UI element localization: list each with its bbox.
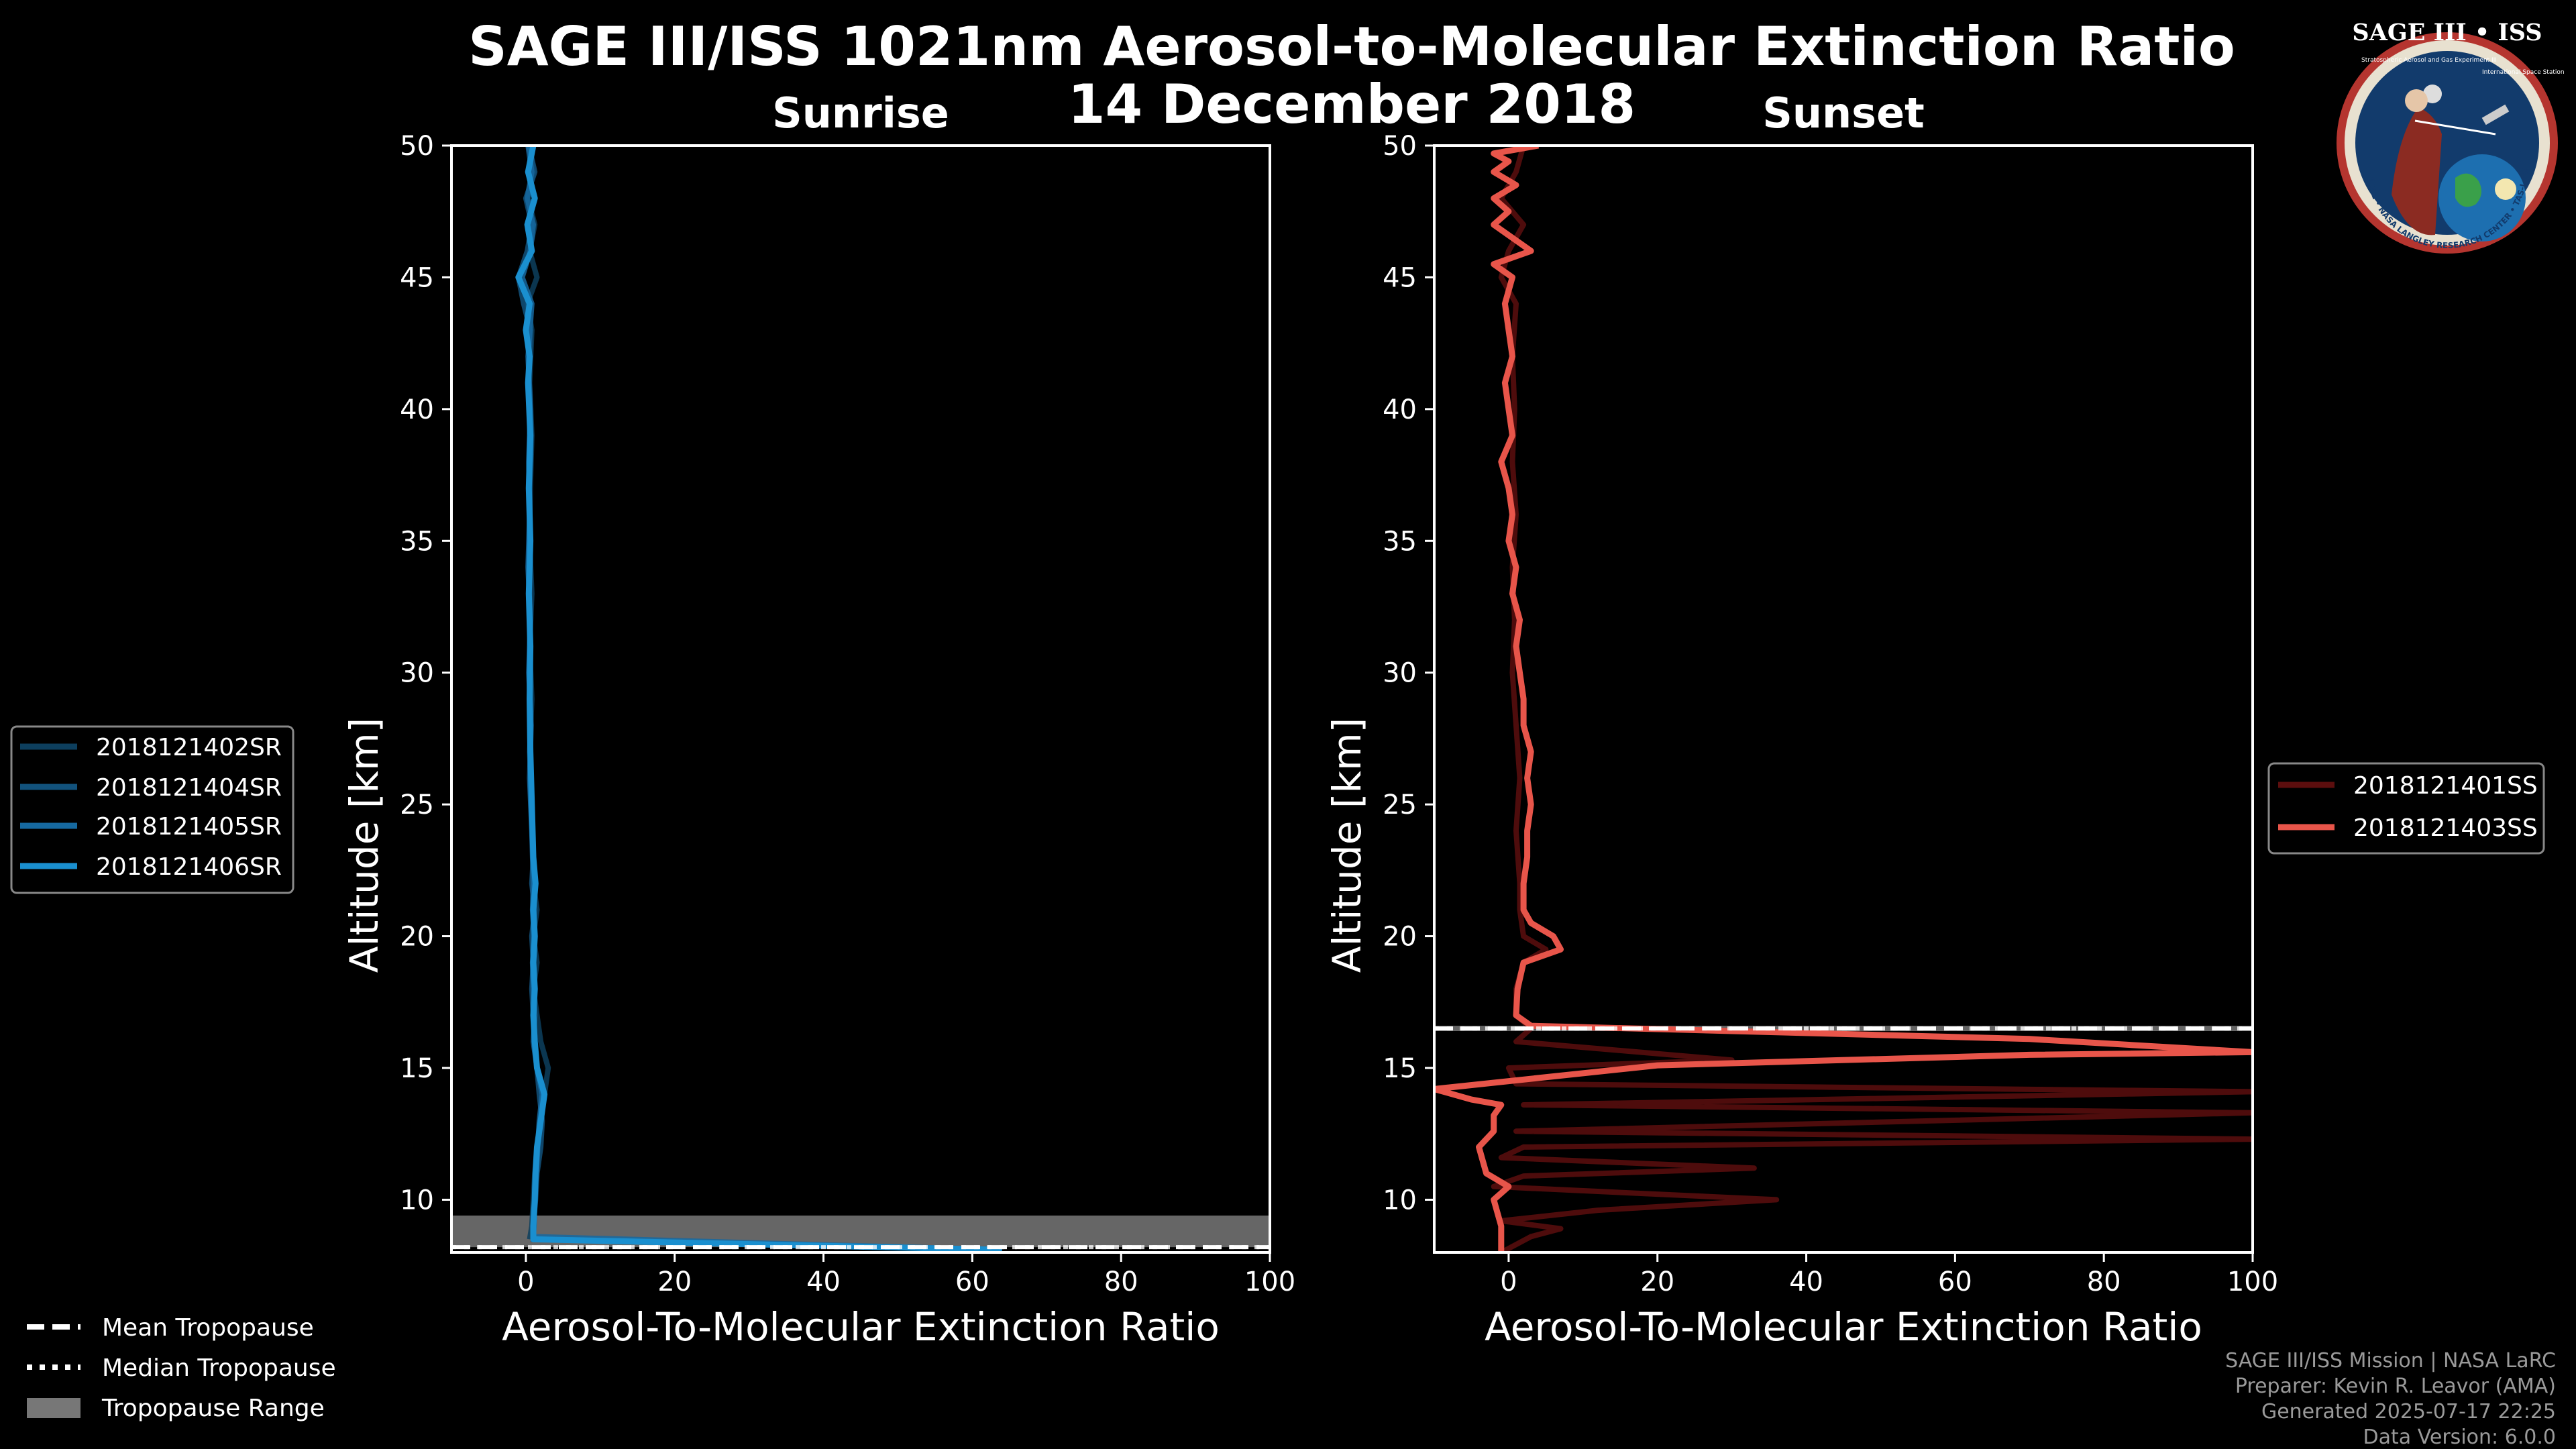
sunrise-x-tick-label: 20 [657, 1267, 692, 1297]
logo-figure-robe [2392, 107, 2442, 235]
sunrise-x-tick-label: 40 [806, 1267, 841, 1297]
sunrise-y-tick-label: 35 [400, 526, 434, 557]
footer-mission: SAGE III/ISS Mission | NASA LaRC [2225, 1349, 2556, 1373]
sunrise-x-tick-label: 80 [1104, 1267, 1138, 1297]
sunrise-legend: 2018121402SR 2018121404SR 2018121405SR 2… [10, 725, 294, 894]
mean-tropopause-label: Mean Tropopause [102, 1314, 314, 1342]
sunset-x-tick-label: 60 [1938, 1267, 1972, 1297]
series-line-2018121403SS [1434, 146, 2253, 1252]
sunset-x-axis-label: Aerosol-To-Molecular Extinction Ratio [1485, 1304, 2202, 1350]
sunrise-y-tick-label: 20 [400, 922, 434, 953]
sunrise-plot-area [451, 146, 1270, 1252]
sunrise-y-tick-label: 40 [400, 394, 434, 425]
sunrise-panel-title: Sunrise [772, 89, 949, 138]
logo-subtitle-iss: International Space Station [2482, 69, 2565, 76]
legend-label-2018121401SS: 2018121401SS [2353, 772, 2538, 800]
sunset-y-tick-label: 45 [1383, 262, 1417, 293]
sunset-legend-frame [2267, 762, 2545, 855]
footer-generated: Generated 2025-07-17 22:25 [2261, 1400, 2556, 1424]
logo-title: SAGE III • ISS [2352, 19, 2542, 46]
sunrise-x-axis-label: Aerosol-To-Molecular Extinction Ratio [502, 1304, 1220, 1350]
sunset-panel-title: Sunset [1762, 89, 1925, 138]
sunset-axes-frame [1433, 144, 2254, 1254]
sunrise-legend-frame [10, 725, 294, 894]
sunrise-x-tick-label: 0 [517, 1267, 534, 1297]
footer-data-version: Data Version: 6.0.0 [2363, 1426, 2556, 1449]
sunset-y-axis-label: Altitude [km] [1324, 718, 1370, 973]
sunrise-x-tick-label: 60 [955, 1267, 989, 1297]
logo-continent [2455, 173, 2481, 207]
legend-label-2018121405SR: 2018121405SR [96, 813, 282, 841]
sunset-legend: 2018121401SS 2018121403SS [2267, 762, 2545, 855]
sunset-y-tick-label: 10 [1383, 1185, 1417, 1216]
sunset-y-tick-label: 35 [1383, 526, 1417, 557]
tropopause-range-swatch [27, 1398, 80, 1418]
sunset-y-tick-label: 20 [1383, 922, 1417, 953]
sunset-y-tick-label: 30 [1383, 658, 1417, 689]
logo-beam [2414, 119, 2496, 136]
sunrise-axes-frame [450, 144, 1271, 1254]
sunset-x-tick-label: 100 [2227, 1267, 2278, 1297]
logo-earth [2438, 154, 2526, 241]
sunset-y-tick-label: 15 [1383, 1053, 1417, 1084]
sunset-y-tick-label: 50 [1383, 131, 1417, 162]
footer-credits: SAGE III/ISS Mission | NASA LaRC Prepare… [2225, 1349, 2556, 1449]
sunrise-y-tick-label: 50 [400, 131, 434, 162]
sunrise-panel: 0 20 40 60 80 100 10 15 20 25 30 35 40 45 50 Aerosol-To… [341, 131, 1295, 1350]
sunrise-x-tick-label: 100 [1244, 1267, 1295, 1297]
footer-preparer: Preparer: Kevin R. Leavor (AMA) [2235, 1375, 2556, 1398]
sunset-y-tick-label: 25 [1383, 790, 1417, 820]
logo-moon [2423, 85, 2442, 103]
sunset-y-tick-label: 40 [1383, 394, 1417, 425]
tropopause-legend: Mean Tropopause Median Tropopause Tropop… [27, 1314, 336, 1422]
sunset-x-tick-label: 20 [1640, 1267, 1674, 1297]
sunset-x-tick-label: 0 [1500, 1267, 1517, 1297]
figure-date: 14 December 2018 [1068, 73, 1635, 136]
sunrise-y-axis-label: Altitude [km] [341, 718, 387, 973]
logo-station [2481, 104, 2510, 125]
sunrise-y-tick-label: 30 [400, 658, 434, 689]
figure-title: SAGE III/ISS 1021nm Aerosol-to-Molecular… [468, 15, 2235, 78]
logo-subtitle: Stratospheric Aerosol and Gas Experiment… [2361, 57, 2497, 64]
series-line-2018121406SR [515, 146, 1002, 1252]
sunset-x-tick-label: 80 [2087, 1267, 2121, 1297]
legend-label-2018121402SR: 2018121402SR [96, 734, 282, 761]
legend-label-2018121403SS: 2018121403SS [2353, 814, 2538, 842]
median-tropopause-label: Median Tropopause [102, 1354, 336, 1382]
sunrise-y-tick-label: 10 [400, 1185, 434, 1216]
sunrise-y-tick-label: 25 [400, 790, 434, 820]
tropopause-range-label: Tropopause Range [101, 1395, 325, 1422]
legend-label-2018121406SR: 2018121406SR [96, 853, 282, 881]
sunset-x-tick-label: 40 [1789, 1267, 1823, 1297]
sunrise-y-tick-label: 45 [400, 262, 434, 293]
sunrise-y-tick-label: 15 [400, 1053, 434, 1084]
sunset-panel: 0 20 40 60 80 100 10 15 20 25 30 35 40 45 50 Aerosol-To… [1324, 131, 2278, 1350]
legend-label-2018121404SR: 2018121404SR [96, 774, 282, 802]
logo-figure-head [2405, 89, 2428, 112]
logo-sun [2495, 178, 2516, 200]
